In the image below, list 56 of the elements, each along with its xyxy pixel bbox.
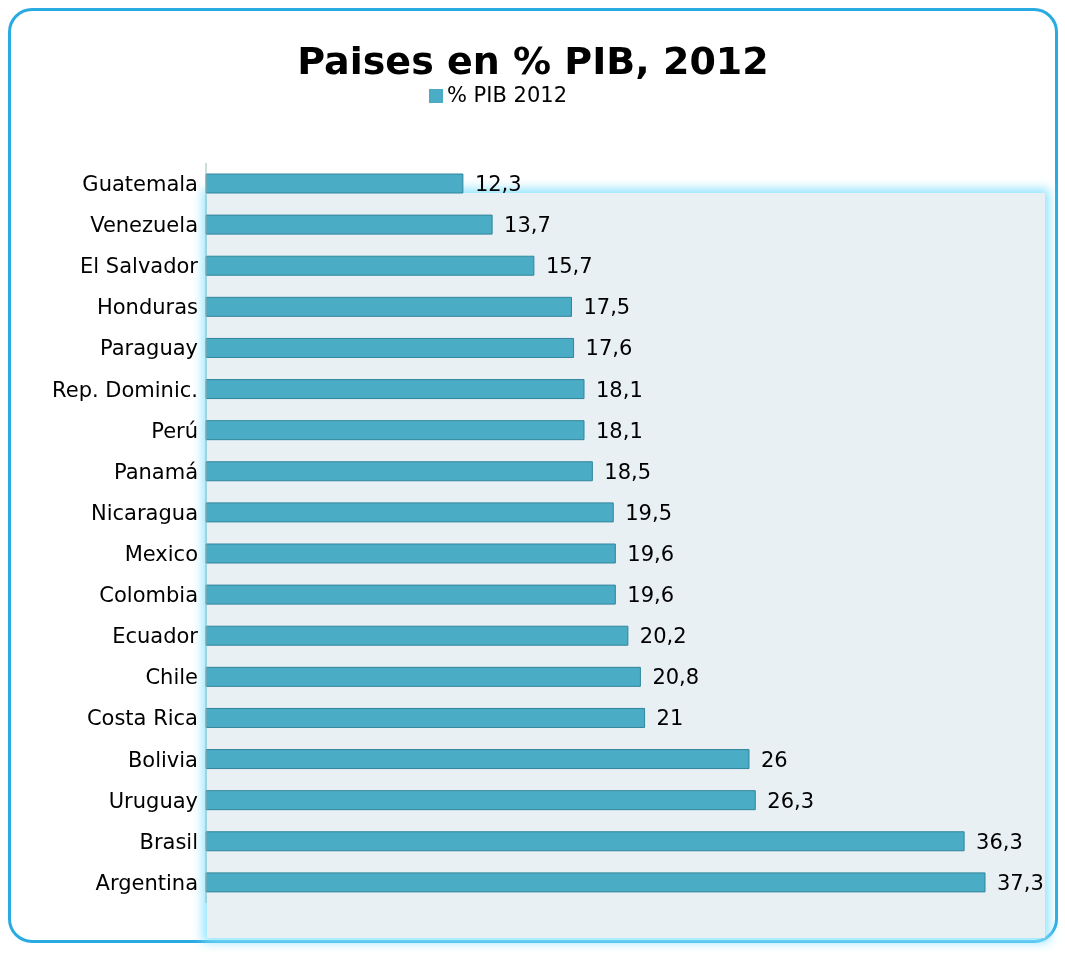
bar [205,420,585,441]
y-tick-label: Mexico [124,542,198,567]
bar [205,625,629,646]
data-label: 19,6 [627,541,675,566]
data-label: 13,7 [504,213,551,238]
data-label: 20,8 [652,665,700,690]
bar [205,296,572,317]
y-tick-label: Chile [145,665,198,690]
y-tick-label: Panamá [113,459,198,484]
y-tick-label: Nicaragua [91,500,198,525]
bar [205,502,614,523]
y-tick-label: Guatemala [82,172,198,197]
data-label: 17,5 [583,295,631,320]
data-label: 19,5 [625,500,673,525]
data-label: 12,3 [474,171,522,196]
data-label: 37,3 [997,870,1044,895]
data-label: 26 [761,747,788,772]
y-tick-label: Venezuela [90,213,198,238]
y-tick-label: Uruguay [108,788,198,813]
data-label: 19,6 [627,583,675,608]
y-tick-label: Bolivia [127,747,198,772]
data-label: 18,1 [596,377,643,402]
bar [205,584,616,605]
bar [205,255,535,276]
data-label: 15,7 [545,254,593,279]
y-tick-label: Paraguay [99,336,198,361]
data-label: 26,3 [767,788,815,813]
bar [205,790,756,811]
data-label: 20,2 [639,624,687,649]
bar [205,337,575,358]
bar [205,173,464,194]
chart-title: Paises en % PIB, 2012 [296,39,770,83]
data-label: 18,5 [604,459,652,484]
y-tick-label: El Salvador [80,254,199,279]
bar [205,872,986,893]
data-label: 18,1 [596,418,643,443]
data-label: 17,6 [585,336,633,361]
y-tick-label: Brasil [139,829,198,854]
bar [205,749,750,770]
bar [205,707,646,728]
bar [205,379,585,400]
y-tick-label: Ecuador [112,624,199,649]
y-tick-label: Perú [151,418,198,443]
bar [205,666,641,687]
bar [205,543,616,564]
bar [205,214,493,235]
legend-label: % PIB 2012 [446,83,567,107]
y-tick-label: Argentina [95,870,198,895]
y-tick-label: Rep. Dominic. [52,377,198,402]
y-tick-label: Colombia [99,583,198,608]
bar [205,831,965,852]
data-label: 36,3 [976,829,1023,854]
data-label: 21 [656,706,684,731]
y-tick-label: Costa Rica [86,706,198,731]
bar [205,461,593,482]
y-tick-label: Honduras [96,295,198,320]
